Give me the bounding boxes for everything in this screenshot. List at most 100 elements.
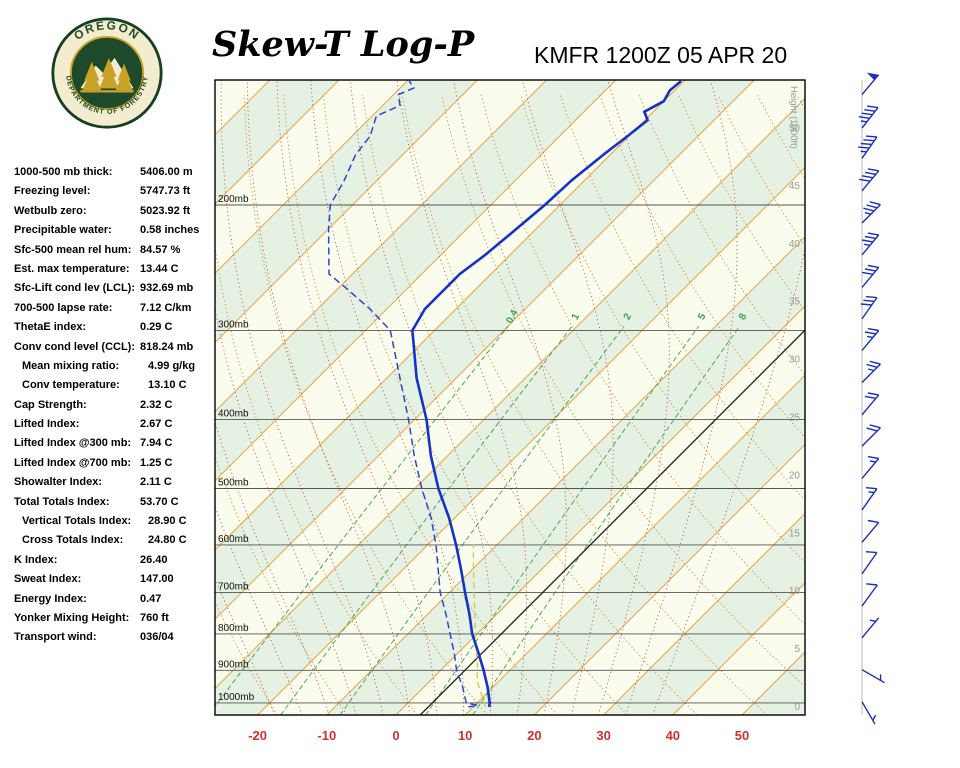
temp-tick-label: 10: [458, 728, 472, 743]
temp-tick-label: 30: [596, 728, 610, 743]
height-tick-label: 5: [794, 644, 800, 655]
temp-tick-label: 20: [527, 728, 541, 743]
stat-value: 28.90 C: [148, 515, 187, 528]
temp-tick-label: 0: [392, 728, 399, 743]
stat-label: Total Totals Index:: [14, 495, 110, 508]
height-tick-label: 40: [789, 239, 801, 250]
stat-label: Precipitable water:: [14, 224, 112, 237]
stat-label: Sfc-Lift cond lev (LCL):: [14, 282, 135, 295]
stat-label: Lifted Index @300 mb:: [14, 437, 132, 450]
pressure-label: 800mb: [218, 623, 249, 634]
stat-label: K Index:: [14, 553, 58, 566]
stat-row: 700-500 lapse rate: 7.12 C/km: [14, 302, 220, 321]
stat-value: 1.25 C: [140, 456, 173, 469]
stat-value: 5406.00 m: [140, 166, 193, 178]
stat-label: ThetaE index:: [14, 321, 87, 334]
stat-row: Cross Totals Index: 24.80 C: [14, 534, 220, 553]
pressure-label: 400mb: [218, 408, 249, 419]
stat-value: 0.58 inches: [140, 224, 200, 237]
stat-label: Energy Index:: [14, 592, 87, 605]
stat-value: 4.99 g/kg: [148, 359, 196, 372]
stat-value: 0.47: [140, 592, 162, 605]
stat-row: Est. max temperature: 13.44 C: [14, 263, 220, 282]
temp-axis: -20 -10 0 10 20 30 40 50: [248, 728, 749, 743]
reference-isotherm: [419, 329, 805, 715]
isotherms: [215, 80, 805, 715]
stat-label: Transport wind:: [14, 631, 97, 644]
stat-row: Energy Index: 0.47: [14, 593, 220, 612]
stat-value: 7.94 C: [140, 437, 173, 450]
stats-panel: 1000-500 mb thick: 5406.00 m Freezing leve…: [14, 166, 220, 651]
height-tick-label: 25: [789, 413, 801, 424]
stat-value: 13.10 C: [148, 379, 187, 392]
stat-row: Transport wind: 036/04: [14, 631, 220, 650]
stat-label: 700-500 lapse rate:: [14, 301, 113, 314]
height-tick-label: 30: [789, 355, 801, 366]
stat-label: Sfc-500 mean rel hum:: [14, 243, 132, 256]
temp-tick-label: -20: [248, 728, 267, 743]
plot-area: 0.4 1 2 5 8200mb300mb400mb500mb600mb700mb800…: [215, 80, 805, 715]
height-tick-label: 15: [789, 528, 801, 539]
stat-value: 26.40: [140, 553, 168, 566]
pressure-label: 200mb: [218, 194, 249, 205]
height-tick-label: 0: [794, 702, 800, 713]
stat-value: 7.12 C/km: [140, 301, 192, 314]
height-tick-label: 20: [789, 470, 801, 481]
stat-value: 5023.92 ft: [140, 204, 191, 217]
stat-row: Wetbulb zero: 5023.92 ft: [14, 205, 220, 224]
stat-row: Mean mixing ratio: 4.99 g/kg: [14, 360, 220, 379]
isotherm-band: [215, 98, 805, 715]
stat-label: Lifted Index:: [14, 418, 80, 431]
stat-label: Wetbulb zero:: [14, 204, 87, 217]
stat-row: 1000-500 mb thick: 5406.00 m: [14, 166, 220, 185]
stat-value: 84.57 %: [140, 243, 181, 256]
stat-row: Precipitable water: 0.58 inches: [14, 224, 220, 243]
stat-value: 0.29 C: [140, 321, 173, 334]
stat-label: Cross Totals Index:: [22, 534, 124, 547]
stat-label: Mean mixing ratio:: [22, 359, 120, 372]
temperature-trace: [411, 80, 682, 708]
stat-value: 760 ft: [140, 611, 169, 624]
stat-value: 147.00: [140, 573, 174, 586]
stat-label: Vertical Totals Index:: [22, 515, 132, 528]
stat-label: Conv temperature:: [22, 379, 120, 392]
stat-row: Total Totals Index: 53.70 C: [14, 496, 220, 515]
pressure-label: 300mb: [218, 319, 249, 330]
stat-row: ThetaE index: 0.29 C: [14, 321, 220, 340]
station-datetime: KMFR 1200Z 05 APR 20: [534, 42, 788, 68]
stat-row: Lifted Index: 2.67 C: [14, 418, 220, 437]
stat-row: Sweat Index: 147.00: [14, 573, 220, 592]
stat-label: 1000-500 mb thick:: [14, 166, 113, 178]
stat-label: Freezing level:: [14, 185, 91, 198]
temp-tick-label: 40: [666, 728, 680, 743]
stat-row: Showalter Index: 2.11 C: [14, 476, 220, 495]
mixing-ratio-lines: [215, 326, 740, 715]
stat-row: Freezing level: 5747.73 ft: [14, 185, 220, 204]
stat-label: Est. max temperature:: [14, 262, 130, 275]
mixing-ratio-label: 5: [696, 311, 709, 321]
height-tick-label: 35: [789, 297, 801, 308]
mixing-ratio-label: 1: [570, 311, 583, 321]
stat-value: 2.67 C: [140, 418, 173, 431]
pressure-label: 1000mb: [218, 692, 255, 703]
moist-adiabats: [215, 80, 805, 715]
height-tick-label: 50: [789, 123, 801, 134]
height-axis-label: Height (1000ft): [788, 86, 799, 149]
temp-tick-label: -10: [317, 728, 336, 743]
dry-adiabats: [215, 94, 805, 715]
stat-value: 5747.73 ft: [140, 185, 191, 198]
stat-row: Lifted Index @700 mb: 1.25 C: [14, 457, 220, 476]
stat-row: Lifted Index @300 mb: 7.94 C: [14, 437, 220, 456]
stat-row: Conv temperature: 13.10 C: [14, 379, 220, 398]
stat-row: Yonker Mixing Height: 760 ft: [14, 612, 220, 631]
stat-label: Conv cond level (CCL):: [14, 340, 136, 353]
mixing-ratio-label: 2: [622, 311, 635, 321]
pressure-label: 600mb: [218, 534, 249, 545]
stat-row: Vertical Totals Index: 28.90 C: [14, 515, 220, 534]
height-tick-label: 10: [789, 586, 801, 597]
stat-value: 13.44 C: [140, 262, 179, 275]
wind-barbs: [858, 72, 885, 725]
stat-label: Cap Strength:: [14, 398, 87, 411]
stat-value: 2.32 C: [140, 398, 173, 411]
